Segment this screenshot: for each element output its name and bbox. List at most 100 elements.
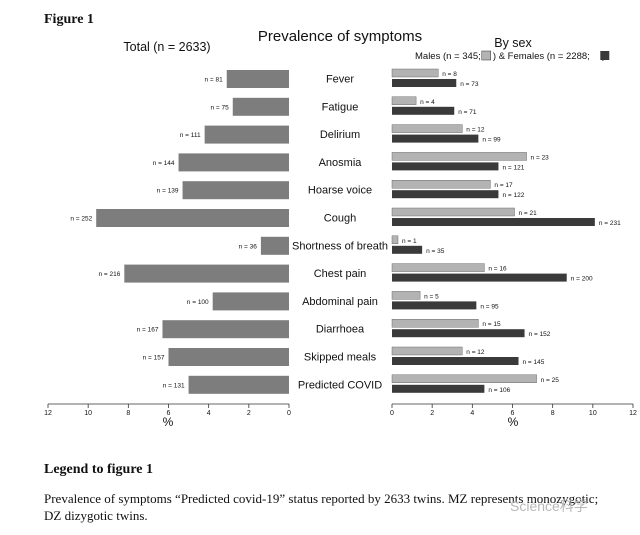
total-bar	[188, 375, 289, 394]
category-label: Chest pain	[314, 268, 367, 280]
category-label: Skipped meals	[304, 352, 377, 364]
male-bar-label: n = 16	[488, 266, 507, 273]
female-bar-label: n = 145	[523, 359, 545, 366]
female-bar-label: n = 121	[502, 164, 524, 171]
left-tick-label: 4	[207, 410, 211, 417]
male-bar-label: n = 12	[466, 127, 485, 134]
right-tick-label: 12	[629, 410, 637, 417]
male-bar-label: n = 15	[482, 321, 501, 328]
female-bar-label: n = 99	[482, 137, 501, 144]
male-bar	[391, 68, 439, 78]
total-bar	[182, 181, 289, 200]
left-tick-label: 10	[84, 410, 92, 417]
female-bar	[392, 162, 499, 171]
total-subtitle: Total (n = 2633)	[123, 40, 210, 54]
category-label: Hoarse voice	[308, 185, 372, 197]
total-bar-label: n = 252	[70, 216, 92, 223]
category-label: Abdominal pain	[302, 296, 378, 308]
male-bar-label: n = 21	[519, 210, 538, 217]
male-bar-label: n = 23	[531, 154, 550, 161]
male-bar	[391, 207, 515, 217]
female-bar	[392, 79, 457, 87]
total-bar	[96, 209, 289, 227]
right-tick-label: 6	[511, 410, 515, 417]
total-bar	[178, 153, 289, 172]
male-bar-label: n = 17	[494, 182, 513, 189]
total-bar	[168, 348, 289, 366]
female-bar	[392, 357, 519, 365]
figure-label: Figure 1	[44, 12, 94, 27]
male-bar	[391, 263, 485, 272]
total-bar-label: n = 36	[239, 243, 258, 250]
male-bar	[391, 124, 463, 133]
female-bar	[392, 245, 423, 254]
total-bar-label: n = 100	[187, 299, 209, 306]
female-bar-label: n = 35	[426, 248, 445, 255]
right-tick-label: 4	[470, 410, 474, 417]
male-bar-label: n = 4	[420, 99, 435, 106]
total-bar	[226, 70, 289, 88]
male-bar	[391, 346, 463, 356]
total-bar-label: n = 111	[180, 132, 201, 139]
category-label: Cough	[324, 213, 356, 225]
sex-legend-males-part: Males (n = 345;	[415, 51, 481, 62]
right-tick-label: 2	[430, 410, 434, 417]
sex-legend-females-part: ) & Females (n = 2288;	[493, 51, 590, 62]
male-bar	[391, 96, 417, 106]
prevalence-chart: Prevalence of symptoms Total (n = 2633) By…	[44, 28, 637, 429]
left-tick-label: 12	[44, 410, 52, 417]
male-bar-label: n = 25	[541, 377, 560, 384]
female-bar-label: n = 73	[460, 81, 479, 88]
male-bar-label: n = 5	[424, 293, 439, 300]
chart-title: Prevalence of symptoms	[258, 28, 422, 45]
total-bar-label: n = 139	[157, 188, 179, 195]
male-bar	[391, 235, 399, 245]
male-legend-swatch	[481, 50, 491, 61]
category-label: Diarrhoea	[316, 324, 365, 336]
total-bar-label: n = 81	[204, 77, 223, 84]
total-bar	[260, 236, 289, 255]
male-bar-label: n = 12	[466, 349, 485, 356]
female-bar-label: n = 122	[502, 192, 524, 199]
right-tick-label: 10	[589, 410, 597, 417]
left-tick-label: 8	[126, 410, 130, 417]
total-bar-label: n = 75	[211, 104, 230, 111]
category-label: Anosmia	[319, 157, 363, 169]
left-tick-label: 0	[287, 410, 291, 417]
total-bar-label: n = 131	[163, 382, 185, 389]
male-bar	[391, 152, 527, 161]
total-bar	[162, 320, 289, 339]
total-bar	[212, 292, 289, 311]
female-bar	[392, 106, 455, 115]
male-bar	[391, 374, 537, 383]
female-bar-label: n = 200	[571, 276, 593, 283]
female-bar	[392, 190, 499, 199]
total-bar-label: n = 167	[137, 327, 159, 334]
sex-legend-text: Males (n = 345; ) & Females (n = 2288; )	[415, 51, 605, 62]
category-label: Fever	[326, 74, 354, 86]
legend-heading: Legend to figure 1	[44, 462, 154, 477]
left-tick-label: 6	[167, 410, 171, 417]
total-bar-label: n = 157	[143, 355, 165, 362]
male-bar	[391, 291, 421, 300]
category-label: Predicted COVID	[298, 379, 382, 391]
by-sex-title: By sex	[494, 36, 532, 50]
right-tick-label: 8	[551, 410, 555, 417]
sex-legend-gap	[590, 51, 602, 62]
female-bar-label: n = 231	[599, 220, 621, 227]
female-bar-label: n = 71	[458, 109, 477, 116]
female-bar	[392, 384, 485, 393]
total-bar-label: n = 216	[98, 271, 120, 278]
male-bar-label: n = 8	[442, 71, 457, 78]
female-bar	[392, 134, 479, 143]
category-label: Shortness of breath	[292, 240, 388, 252]
female-bar	[392, 329, 525, 338]
male-bar	[391, 319, 479, 328]
right-tick-label: 0	[390, 410, 394, 417]
total-bar	[124, 264, 289, 283]
right-x-axis-label: %	[508, 415, 519, 429]
female-bar-label: n = 106	[488, 387, 510, 394]
left-tick-label: 2	[247, 410, 251, 417]
female-bar-label: n = 95	[480, 303, 499, 310]
total-bar-label: n = 144	[153, 160, 175, 167]
